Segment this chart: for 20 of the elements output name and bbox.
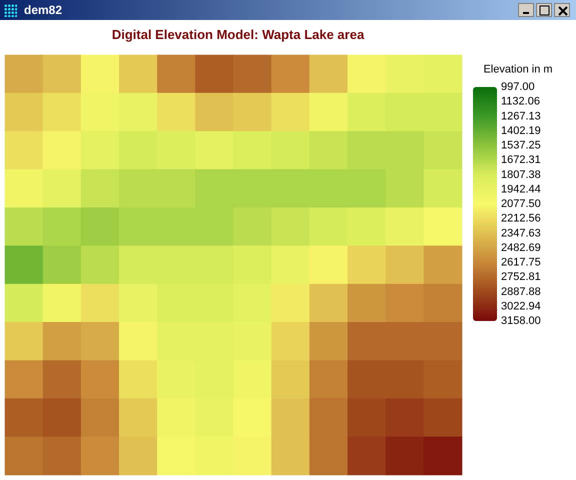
color-bar-label: 1672.31 (501, 154, 541, 166)
color-bar-label: 997.00 (501, 81, 535, 93)
color-bar-label: 1267.13 (501, 110, 541, 122)
color-bar-title: Elevation in m (483, 64, 553, 76)
color-bar-label: 2617.75 (501, 256, 541, 268)
color-bar-label: 3022.94 (501, 300, 541, 312)
color-bar-label: 2077.50 (501, 198, 541, 210)
text: dem82 (24, 3, 62, 17)
color-bar-label: 2482.69 (501, 242, 541, 254)
color-bar-label: 2887.88 (501, 286, 541, 298)
color-bar-label: 3158.00 (501, 315, 541, 327)
chart-title: Digital Elevation Model: Wapta Lake area (112, 27, 365, 42)
color-bar-label: 1807.38 (501, 168, 541, 181)
color-bar-label: 2347.63 (501, 227, 541, 240)
color-bar-label: 1942.44 (501, 183, 541, 196)
color-bar-label: 1537.25 (501, 140, 541, 152)
color-bar-label: 1132.06 (501, 96, 540, 108)
color-bar-label: 2212.56 (501, 212, 541, 225)
color-bar-label: 2752.81 (501, 271, 541, 284)
color-bar-label: 1402.19 (501, 124, 541, 137)
